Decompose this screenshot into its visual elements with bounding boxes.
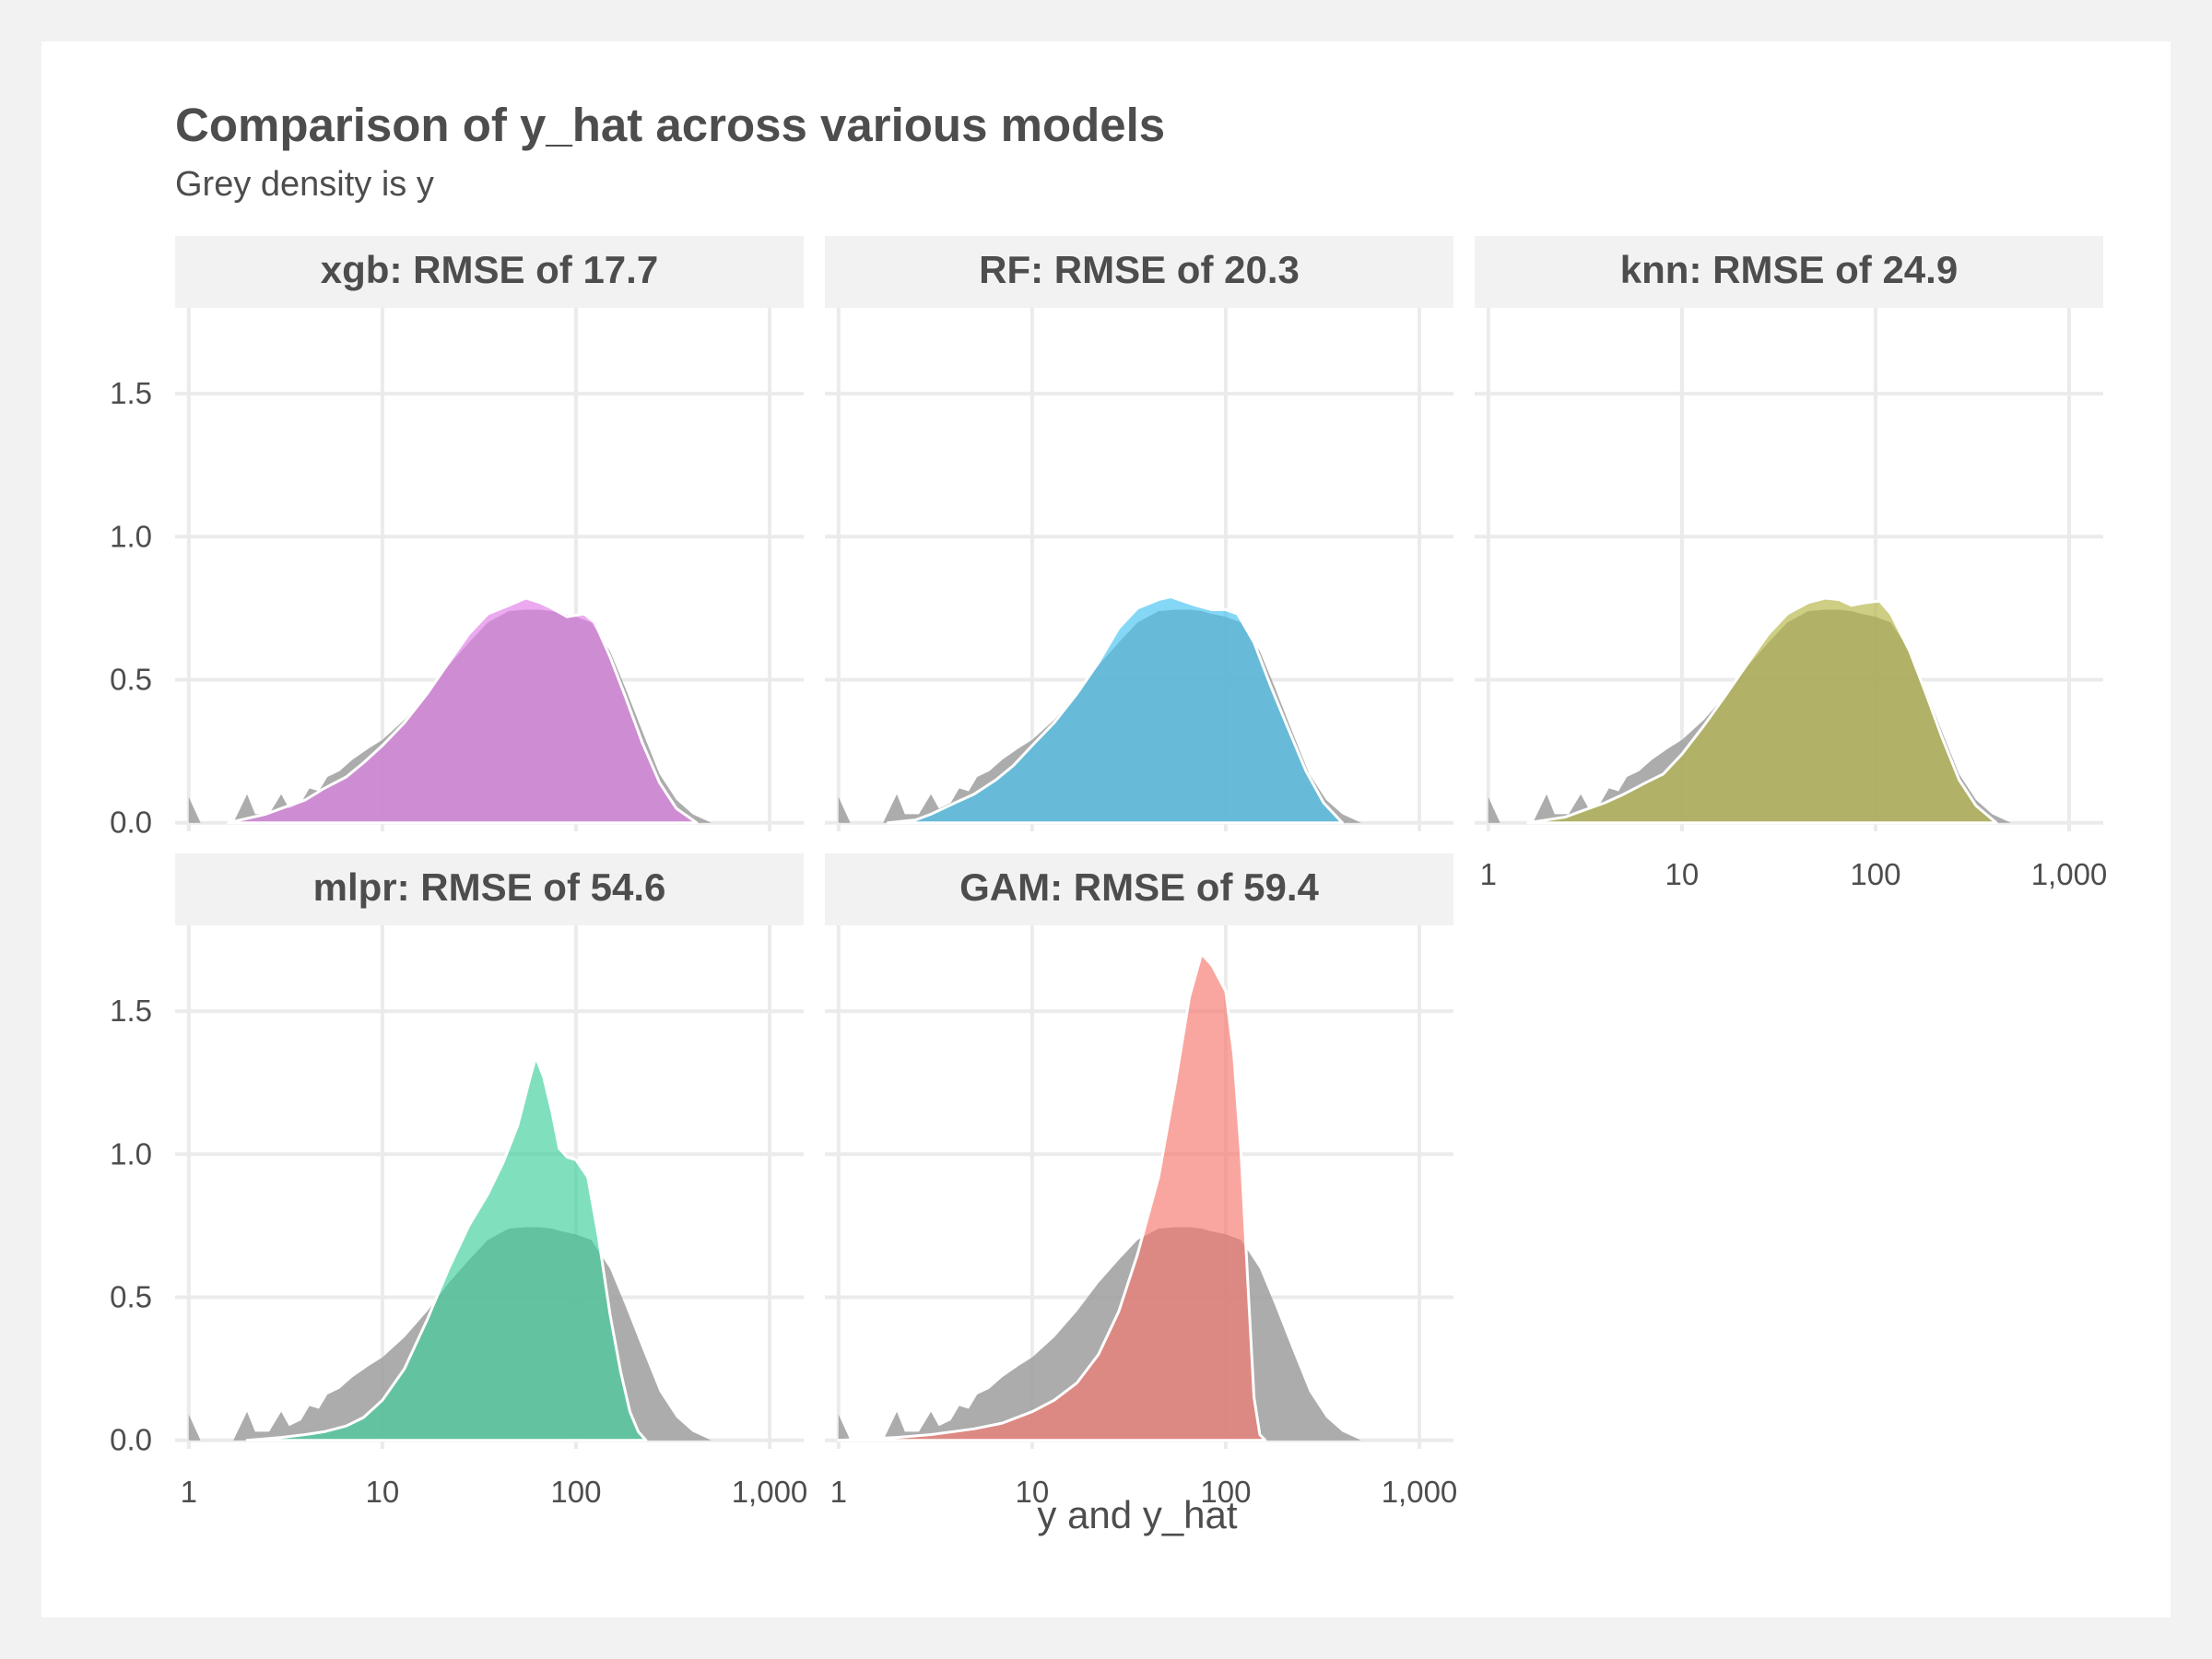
x-tick-label: 1 xyxy=(830,1475,847,1509)
model-density-knn xyxy=(1526,596,1998,825)
facet-strip-label: GAM: RMSE of 59.4 xyxy=(959,865,1319,909)
faceted-density-chart: Comparison of y_hat across various model… xyxy=(110,99,2107,1536)
y-tick-label: 0.0 xyxy=(110,1423,152,1457)
model-density-mlpr xyxy=(245,1055,648,1442)
facet-strip xyxy=(1475,236,2103,308)
x-tick-label: 1 xyxy=(181,1475,197,1509)
x-tick-label: 100 xyxy=(1200,1475,1251,1509)
x-tick-label: 10 xyxy=(366,1475,400,1509)
facet-panels: xgb: RMSE of 17.7 0.0 0.5 1.0 1.5 RF: RMSE of… xyxy=(110,236,2107,1509)
y-tick-label: 0.5 xyxy=(110,662,152,696)
facet-panel-mlpr: mlpr: RMSE of 54.6 0.0 0.5 1.0 1.5 1 10 100 1,00… xyxy=(110,853,807,1509)
y-tick-label: 1.5 xyxy=(110,376,152,410)
facet-panel-RF: RF: RMSE of 20.3 xyxy=(825,236,1453,831)
facet-strip-label: xgb: RMSE of 17.7 xyxy=(321,248,658,291)
facet-panel-xgb: xgb: RMSE of 17.7 0.0 0.5 1.0 1.5 xyxy=(110,236,804,840)
y-tick-label: 1.0 xyxy=(110,519,152,553)
chart-title: Comparison of y_hat across various model… xyxy=(175,99,1165,151)
y-tick-label: 1.5 xyxy=(110,994,152,1028)
x-tick-label: 1,000 xyxy=(1382,1475,1458,1509)
x-tick-label: 1,000 xyxy=(2031,857,2108,891)
y-tick-label: 0.0 xyxy=(110,806,152,840)
x-tick-label: 1,000 xyxy=(732,1475,808,1509)
facet-strip-label: RF: RMSE of 20.3 xyxy=(979,248,1300,291)
facet-panel-knn: knn: RMSE of 24.9 1 10 100 1,000 xyxy=(1475,236,2107,891)
model-density-RF xyxy=(886,595,1344,825)
x-tick-label: 1 xyxy=(1480,857,1497,891)
model-density-GAM xyxy=(837,952,1267,1442)
x-tick-label: 10 xyxy=(1665,857,1700,891)
facet-panel-GAM: GAM: RMSE of 59.4 1 10 100 1,000 xyxy=(825,853,1457,1509)
x-axis-label: y and y_hat xyxy=(1037,1493,1237,1536)
facet-strip xyxy=(175,236,804,308)
x-tick-label: 100 xyxy=(1850,857,1900,891)
model-density-xgb xyxy=(227,596,699,825)
facet-strip xyxy=(825,236,1453,308)
facet-strip-label: knn: RMSE of 24.9 xyxy=(1620,248,1958,291)
y-tick-label: 0.5 xyxy=(110,1279,152,1313)
chart-subtitle: Grey density is y xyxy=(175,165,434,204)
facet-strip-label: mlpr: RMSE of 54.6 xyxy=(313,865,666,909)
y-tick-label: 1.0 xyxy=(110,1136,152,1171)
plot-canvas: Comparison of y_hat across various model… xyxy=(41,41,2171,1618)
x-tick-label: 100 xyxy=(550,1475,601,1509)
facet-strip xyxy=(825,853,1453,925)
facet-strip xyxy=(175,853,804,925)
x-tick-label: 10 xyxy=(1016,1475,1050,1509)
